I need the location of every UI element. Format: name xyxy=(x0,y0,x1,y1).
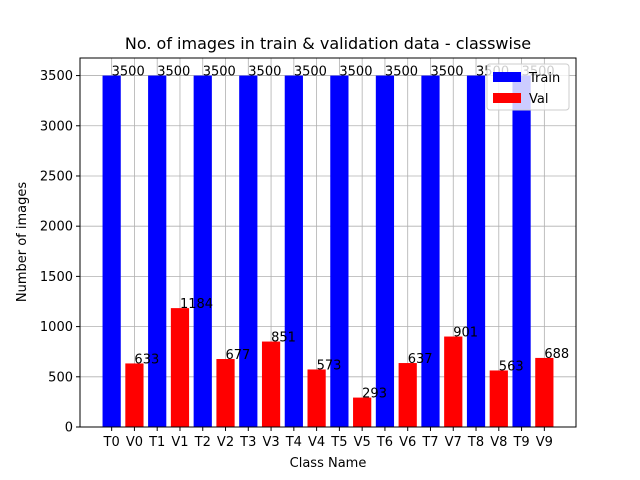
bar xyxy=(102,75,121,428)
data-label: 3500 xyxy=(385,65,418,80)
data-label: 3500 xyxy=(248,65,281,80)
y-tick-label: 500 xyxy=(48,370,73,385)
y-tick-label: 1000 xyxy=(40,320,73,335)
y-tick-label: 3500 xyxy=(40,69,73,84)
bar xyxy=(216,359,235,427)
x-axis-label: Class Name xyxy=(290,456,367,471)
x-tick-label: T6 xyxy=(376,435,393,450)
x-tick-label: V3 xyxy=(262,435,279,450)
y-axis-label: Number of images xyxy=(15,182,30,303)
data-label: 851 xyxy=(271,331,296,346)
x-tick-label: V8 xyxy=(490,435,507,450)
data-label: 3500 xyxy=(294,65,327,80)
bar xyxy=(261,341,281,427)
data-label: 3500 xyxy=(157,65,190,80)
y-tick-label: 2500 xyxy=(40,169,73,184)
data-label: 3500 xyxy=(339,65,372,80)
x-tick-label: T5 xyxy=(330,435,347,450)
bar xyxy=(170,308,190,427)
legend-label: Train xyxy=(528,71,560,86)
data-label: 563 xyxy=(499,359,524,374)
bar xyxy=(284,75,303,428)
x-tick-label: T2 xyxy=(194,435,211,450)
data-label: 901 xyxy=(453,326,478,341)
bar xyxy=(535,357,554,427)
bar xyxy=(148,75,167,428)
x-tick-label: V6 xyxy=(399,435,416,450)
x-tick-label: V2 xyxy=(217,435,234,450)
x-tick-label: T3 xyxy=(239,435,256,450)
x-tick-label: V1 xyxy=(171,435,188,450)
chart-title: No. of images in train & validation data… xyxy=(125,34,531,53)
legend-swatch xyxy=(493,93,521,103)
legend-swatch xyxy=(493,72,521,82)
x-tick-label: V5 xyxy=(354,435,371,450)
bar xyxy=(398,363,417,427)
bar xyxy=(466,75,486,428)
bar xyxy=(239,75,258,428)
bar xyxy=(125,363,144,427)
x-tick-label: T7 xyxy=(421,435,438,450)
legend-label: Val xyxy=(529,92,548,107)
bar xyxy=(421,75,440,428)
x-tick-label: T9 xyxy=(512,435,529,450)
y-tick-label: 3000 xyxy=(40,119,73,134)
y-tick-label: 2000 xyxy=(40,220,73,235)
x-tick-label: T1 xyxy=(148,435,165,450)
data-label: 677 xyxy=(226,348,251,363)
data-label: 3500 xyxy=(112,65,145,80)
data-label: 688 xyxy=(544,347,569,362)
data-label: 637 xyxy=(408,352,433,367)
bar xyxy=(307,369,326,427)
bar xyxy=(489,370,508,427)
bar xyxy=(193,75,212,428)
data-label: 293 xyxy=(362,387,387,402)
x-tick-label: V4 xyxy=(308,435,325,450)
y-tick-label: 1500 xyxy=(40,270,73,285)
bar xyxy=(444,336,463,427)
data-label: 3500 xyxy=(203,65,236,80)
x-tick-label: T4 xyxy=(285,435,302,450)
axes-frame xyxy=(79,57,577,428)
bar xyxy=(512,75,531,428)
data-label: 1184 xyxy=(180,297,213,312)
bar xyxy=(353,397,372,427)
data-label: 633 xyxy=(134,352,159,367)
x-tick-label: V7 xyxy=(445,435,462,450)
y-tick-label: 0 xyxy=(65,421,73,436)
x-tick-label: T8 xyxy=(467,435,484,450)
bar xyxy=(375,75,395,428)
data-label: 573 xyxy=(317,358,342,373)
bar xyxy=(330,75,349,428)
data-label: 3500 xyxy=(430,65,463,80)
x-tick-label: V9 xyxy=(536,435,553,450)
x-tick-label: T0 xyxy=(103,435,120,450)
x-tick-label: V0 xyxy=(126,435,143,450)
